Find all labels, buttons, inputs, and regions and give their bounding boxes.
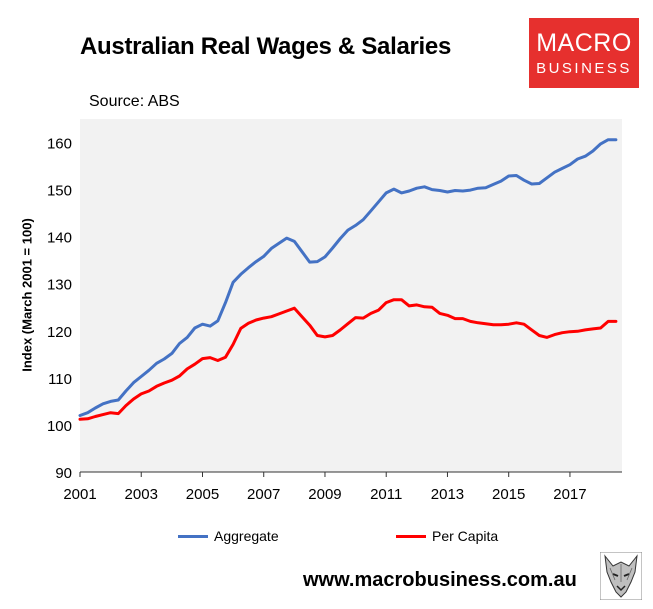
x-tick-label: 2013 bbox=[431, 486, 464, 503]
macrobusiness-logo: MACRO BUSINESS bbox=[529, 18, 639, 88]
x-tick-label: 2015 bbox=[492, 486, 525, 503]
legend-item-aggregate: Aggregate bbox=[178, 528, 279, 544]
y-tick-label: 160 bbox=[47, 136, 72, 153]
x-tick-label: 2011 bbox=[370, 486, 402, 503]
x-tick-label: 2005 bbox=[186, 486, 219, 503]
legend-swatch-per-capita bbox=[396, 534, 426, 538]
logo-line-2: BUSINESS bbox=[536, 60, 632, 77]
x-tick-label: 2003 bbox=[125, 486, 158, 503]
chart-title: Australian Real Wages & Salaries bbox=[80, 33, 452, 60]
x-tick-label: 2007 bbox=[247, 486, 280, 503]
y-axis: 90 100 110 120 130 140 150 160 bbox=[47, 136, 72, 482]
legend-label-per-capita: Per Capita bbox=[432, 528, 499, 544]
website-url: www.macrobusiness.com.au bbox=[303, 569, 577, 591]
y-tick-label: 120 bbox=[47, 324, 72, 341]
series-lines bbox=[78, 138, 618, 421]
y-tick-label: 150 bbox=[47, 183, 72, 200]
legend-label-aggregate: Aggregate bbox=[214, 528, 279, 544]
series-line-per-capita bbox=[78, 298, 618, 421]
y-tick-label: 90 bbox=[55, 465, 72, 482]
x-tick-label: 2001 bbox=[63, 486, 96, 503]
legend-item-per-capita: Per Capita bbox=[396, 528, 498, 544]
x-tick-label: 2009 bbox=[308, 486, 341, 503]
wolf-logo bbox=[600, 552, 642, 600]
y-tick-label: 100 bbox=[47, 418, 72, 435]
x-axis: 2001 2003 2005 2007 2009 2011 2013 2015 2017 bbox=[63, 471, 622, 503]
y-axis-label: Index (March 2001 = 100) bbox=[19, 218, 35, 372]
y-tick-label: 130 bbox=[47, 277, 72, 294]
plot-area bbox=[80, 119, 622, 472]
series-line-aggregate bbox=[78, 138, 618, 417]
source-note: Source: ABS bbox=[89, 93, 180, 110]
y-tick-label: 140 bbox=[47, 230, 72, 247]
logo-line-1: MACRO bbox=[536, 29, 632, 57]
y-tick-label: 110 bbox=[48, 371, 72, 388]
legend-swatch-aggregate bbox=[178, 534, 208, 538]
x-tick-label: 2017 bbox=[553, 486, 586, 503]
